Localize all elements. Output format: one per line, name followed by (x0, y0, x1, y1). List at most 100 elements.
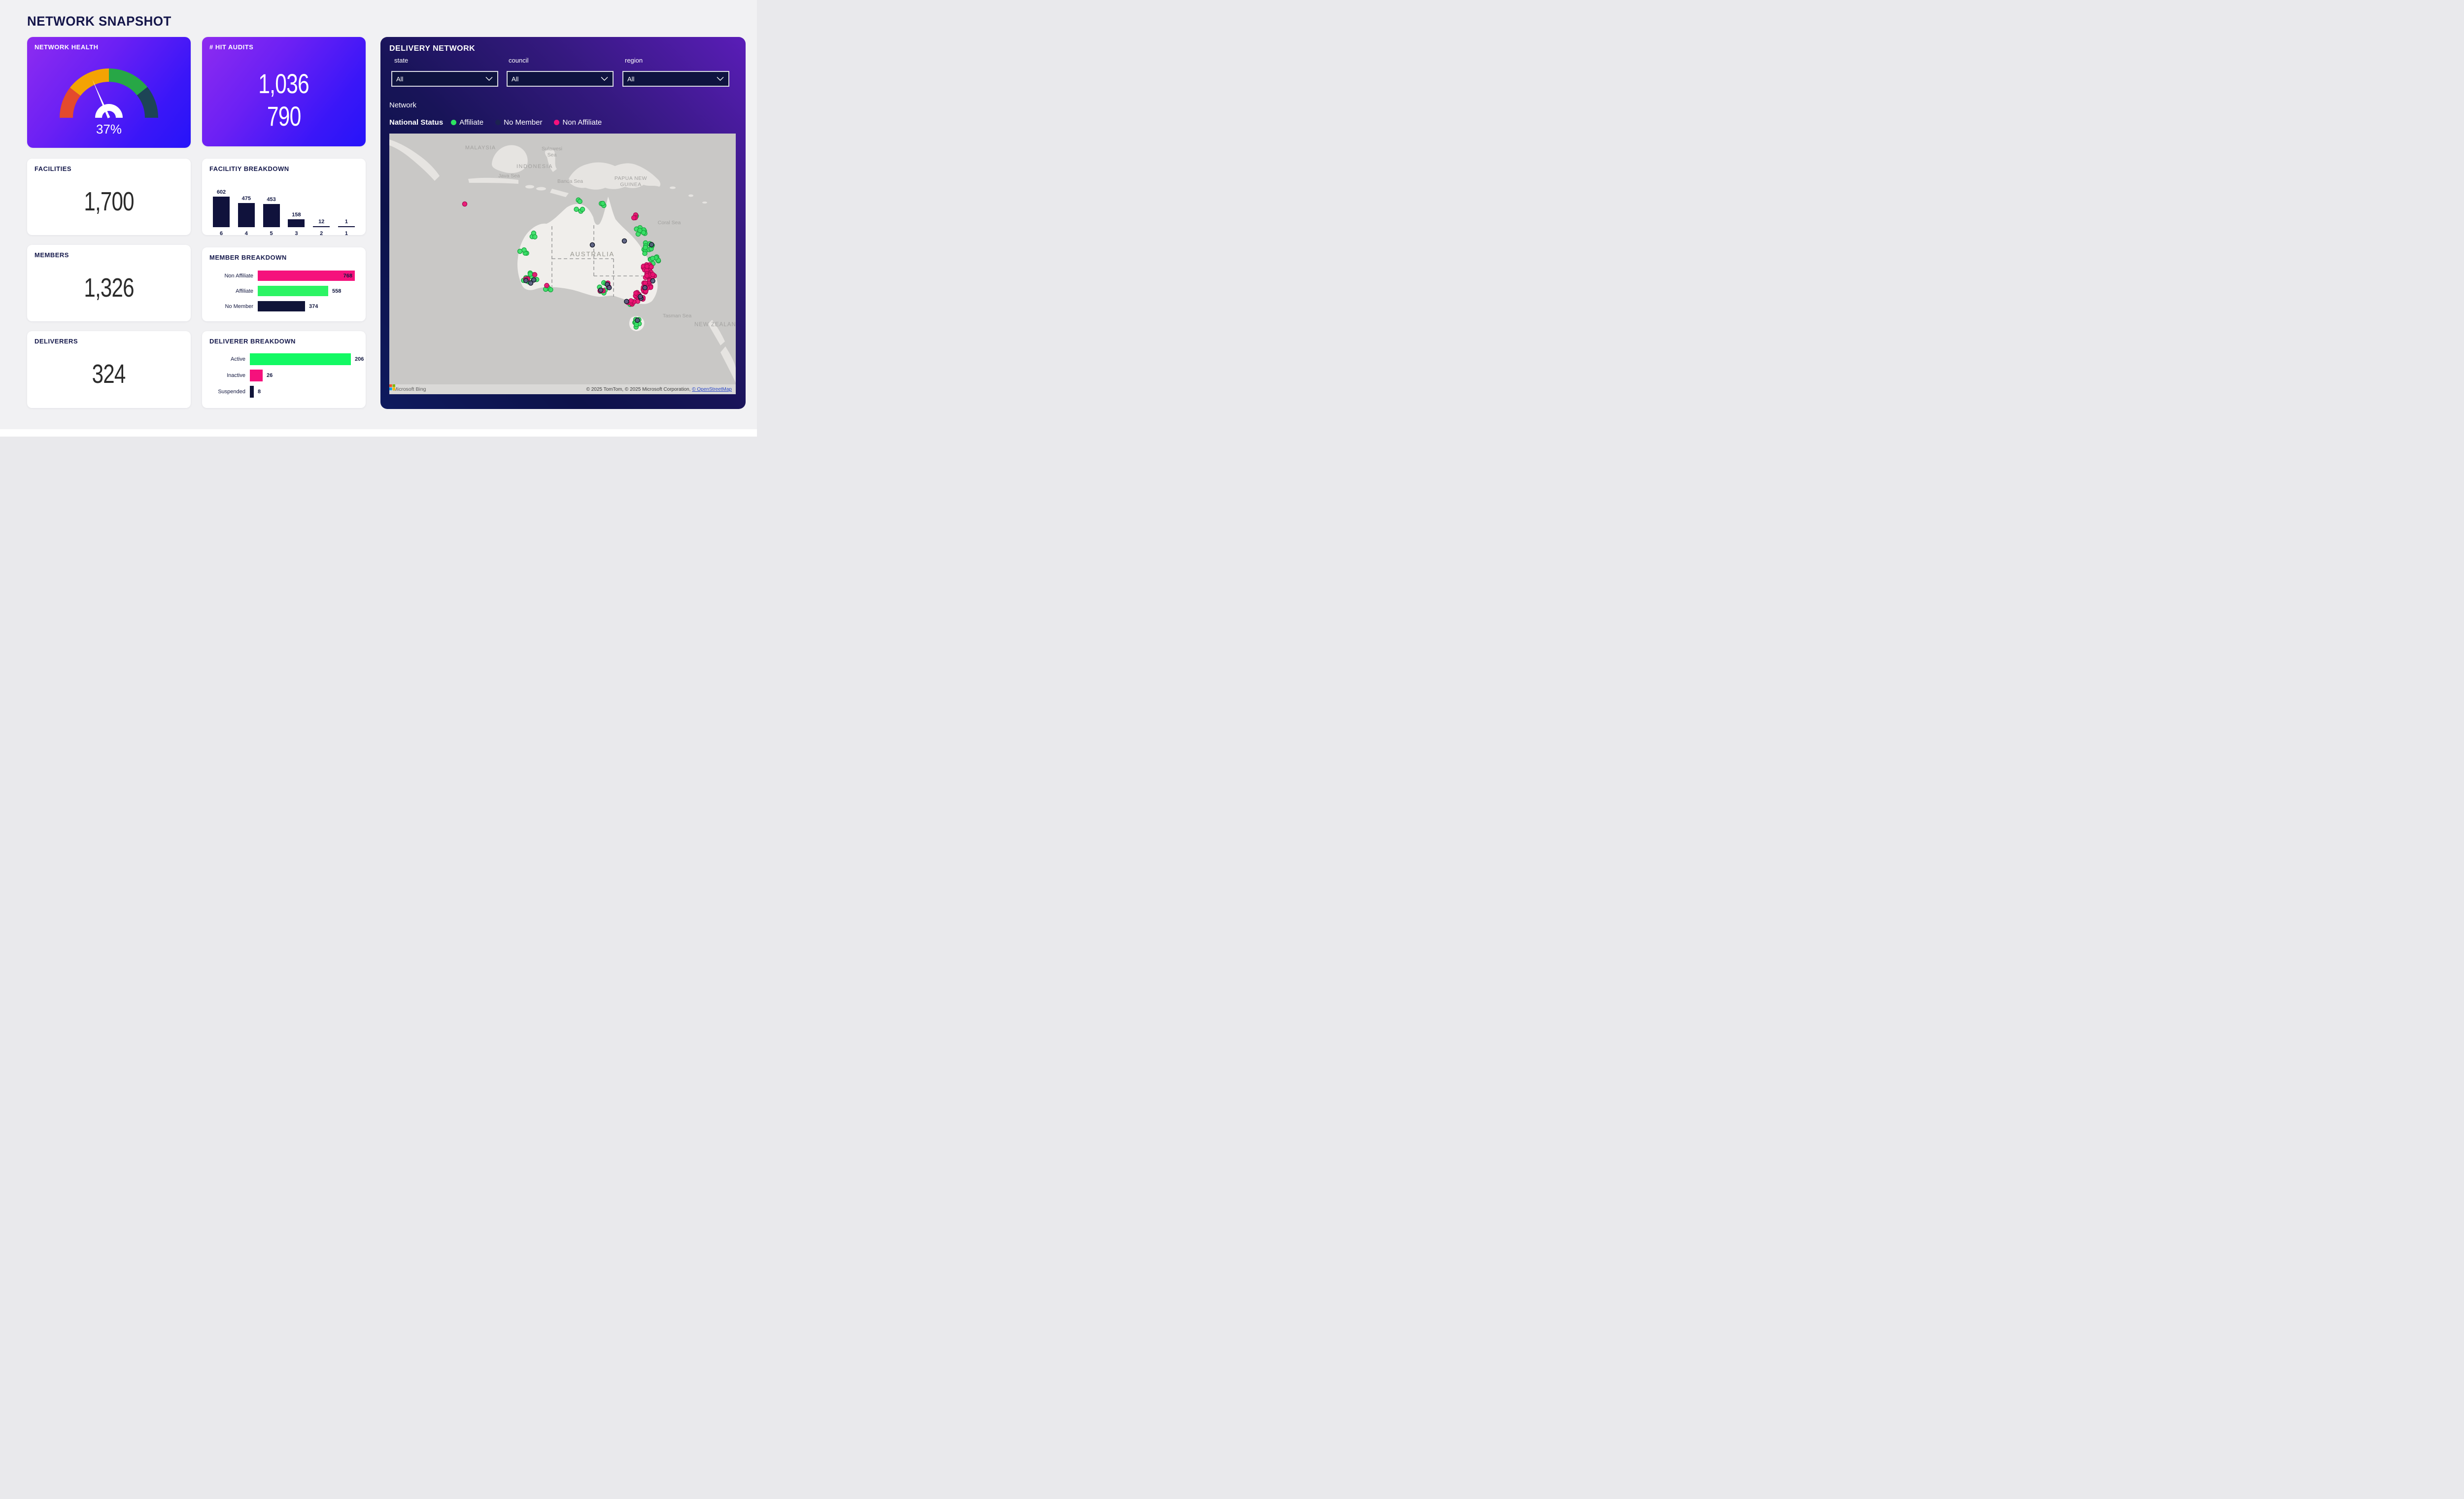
svg-text:Banda Sea: Banda Sea (557, 178, 583, 184)
gauge-arc (60, 68, 158, 118)
affiliate-dot-icon (451, 120, 457, 125)
map-dot-dark[interactable] (523, 278, 529, 283)
map-dot-green[interactable] (641, 230, 647, 236)
page-title: NETWORK SNAPSHOT (27, 14, 171, 29)
map-dot-dark[interactable] (606, 285, 612, 290)
map-land (389, 139, 736, 383)
legend-item-no-member[interactable]: No Member (495, 118, 542, 127)
bottom-strip (0, 429, 757, 437)
map-dot-dark[interactable] (598, 287, 604, 293)
network-health-card: NETWORK HEALTH 37% (27, 37, 191, 148)
map-dot-dark[interactable] (649, 242, 654, 247)
bar-row-affiliate[interactable]: Affiliate 558 (209, 283, 361, 299)
map-dot-dark[interactable] (642, 285, 648, 291)
openstreetmap-link[interactable]: © OpenStreetMap (692, 386, 732, 392)
state-filter-label: state (394, 57, 409, 64)
network-health-gauge[interactable]: 37% (45, 59, 173, 137)
chevron-down-icon (485, 77, 493, 81)
map-dot-pink[interactable] (544, 283, 549, 288)
map-dot-green[interactable] (521, 247, 527, 253)
map-dot-green[interactable] (548, 287, 553, 293)
member-breakdown-card: MEMBER BREAKDOWN Non Affiliate 768 Affilia… (202, 247, 366, 321)
map-dot-pink[interactable] (633, 290, 639, 296)
bar-row-inactive[interactable]: Inactive 26 (209, 367, 361, 383)
bing-map[interactable]: MALAYSIA Sulawesi Sea INDONESIA Java Sea Band… (389, 134, 736, 394)
council-filter-dropdown[interactable]: All (507, 71, 614, 87)
members-value: 1,326 (84, 273, 134, 303)
map-dot-dark[interactable] (531, 277, 537, 283)
facility-breakdown-card: FACILITIY BREAKDOWN 602 6 475 4 453 5 158 3 12 2 1… (202, 159, 366, 237)
svg-text:INDONESIA: INDONESIA (516, 164, 553, 170)
gauge-needle-icon (92, 79, 123, 119)
bar-row-active[interactable]: Active 206 (209, 351, 364, 367)
map-dot-green[interactable] (643, 244, 648, 250)
legend-item-affiliate[interactable]: Affiliate (451, 118, 483, 127)
map-dot-green[interactable] (650, 256, 655, 261)
map-dot-dark[interactable] (638, 294, 643, 300)
map-dot-green[interactable] (634, 322, 639, 327)
map-dot-green[interactable] (532, 234, 538, 239)
map-dot-pink[interactable] (532, 272, 538, 277)
map-dot-green[interactable] (577, 199, 582, 204)
legend-title: National Status (389, 118, 444, 127)
bar-row-suspended[interactable]: Suspended 8 (209, 383, 361, 400)
region-filter-dropdown[interactable]: All (622, 71, 729, 87)
map-dot-green[interactable] (580, 206, 585, 212)
map-copyright: © 2025 TomTom, © 2025 Microsoft Corporat… (586, 387, 732, 392)
map-dot-dark[interactable] (635, 317, 640, 323)
svg-text:NEW ZEALAND: NEW ZEALAND (694, 322, 736, 328)
map-dot-pink[interactable] (631, 215, 637, 221)
network-health-title: NETWORK HEALTH (34, 43, 99, 51)
map-dot-dark[interactable] (589, 242, 595, 248)
bing-logo: Microsoft Bing (389, 384, 426, 392)
deliverers-card: DELIVERERS 324 (27, 331, 191, 408)
map-dot-pink[interactable] (644, 264, 650, 269)
deliverers-value: 324 (92, 359, 126, 389)
facility-bar-3[interactable]: 158 3 (285, 178, 308, 237)
facility-bar-6[interactable]: 602 6 (210, 178, 233, 237)
map-dot-dark[interactable] (650, 278, 655, 284)
map-dot-pink[interactable] (644, 273, 650, 278)
map-dot-pink[interactable] (628, 298, 634, 304)
legend-item-non-affiliate[interactable]: Non Affiliate (554, 118, 602, 127)
map-dot-green[interactable] (574, 206, 579, 212)
members-title: MEMBERS (34, 251, 69, 259)
non-affiliate-dot-icon (554, 120, 560, 125)
state-filter-dropdown[interactable]: All (391, 71, 498, 87)
map-dot-pink[interactable] (649, 264, 654, 270)
map-dot-dark[interactable] (528, 280, 534, 286)
bar-row-non-affiliate[interactable]: Non Affiliate 768 (209, 268, 361, 283)
map-dot-dark[interactable] (624, 299, 629, 305)
facility-bar-5[interactable]: 453 5 (260, 178, 283, 237)
members-card: MEMBERS 1,326 (27, 245, 191, 321)
map-place-labels: MALAYSIA Sulawesi Sea INDONESIA Java Sea Band… (465, 145, 736, 328)
dashboard: NETWORK SNAPSHOT NETWORK HEALTH 37% # HI… (0, 0, 757, 437)
svg-text:Coral Sea: Coral Sea (658, 220, 681, 226)
member-breakdown-title: MEMBER BREAKDOWN (209, 254, 287, 261)
network-label: Network (389, 101, 417, 109)
state-filter-value: All (396, 75, 404, 83)
svg-text:Tasman Sea: Tasman Sea (663, 313, 692, 319)
map-dot-pink[interactable] (650, 272, 655, 277)
facility-bar-2[interactable]: 12 2 (310, 178, 333, 237)
region-filter-label: region (625, 57, 643, 64)
map-dot-green[interactable] (527, 272, 533, 277)
map-attribution-bar: Microsoft Bing © 2025 TomTom, © 2025 Mic… (389, 384, 736, 394)
map-dot-pink[interactable] (643, 280, 648, 286)
map-svg[interactable]: MALAYSIA Sulawesi Sea INDONESIA Java Sea Band… (389, 134, 736, 394)
map-dot-green[interactable] (600, 201, 606, 206)
map-dot-dark[interactable] (621, 238, 627, 244)
facility-bar-4[interactable]: 475 4 (235, 178, 258, 237)
map-dot-green[interactable] (637, 228, 643, 233)
bar-row-no-member[interactable]: No Member 374 (209, 299, 361, 314)
svg-text:AUSTRALIA: AUSTRALIA (570, 250, 615, 258)
map-dot-green[interactable] (642, 250, 648, 256)
map-dot-pink[interactable] (462, 201, 468, 207)
chevron-down-icon (601, 77, 608, 81)
deliverer-breakdown-card: DELIVERER BREAKDOWN Active 206 Inactive 26 S… (202, 331, 366, 408)
member-breakdown-chart: Non Affiliate 768 Affiliate 558 No Member 374 (209, 268, 361, 314)
no-member-dot-icon (495, 120, 501, 125)
deliverers-title: DELIVERERS (34, 338, 78, 345)
